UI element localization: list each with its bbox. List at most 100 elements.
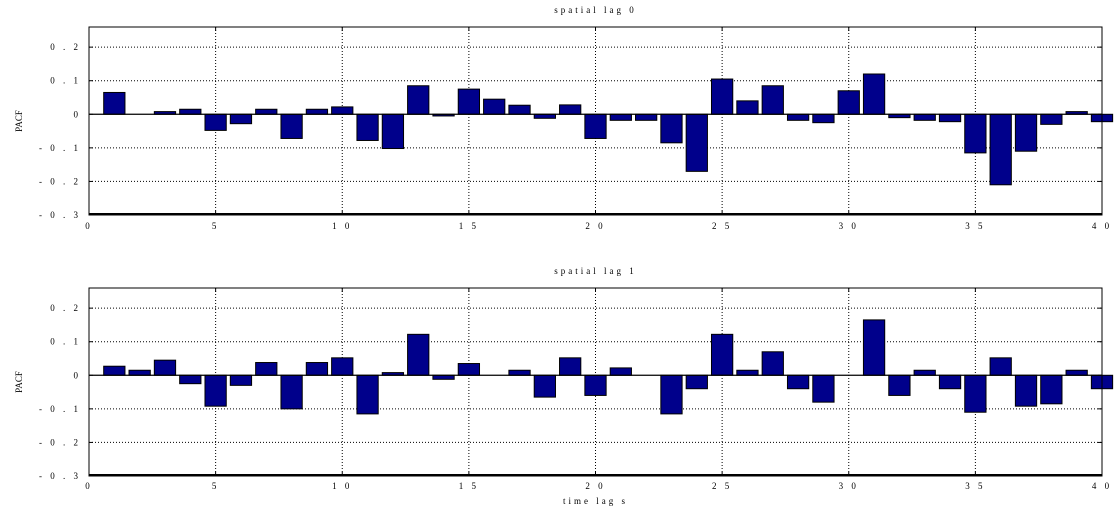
x-tick-label: 2 0 (585, 481, 605, 491)
pacf-bar (179, 374, 202, 385)
pacf-bar (938, 374, 962, 390)
x-tick-label: 3 5 (965, 221, 985, 231)
pacf-bar (280, 113, 303, 139)
y-tick-label: - 0 . 1 (39, 143, 81, 153)
pacf-bar (432, 374, 455, 380)
pacf-bar (153, 359, 177, 376)
x-tick-label: 4 0 (1092, 481, 1112, 491)
pacf-bar (103, 91, 126, 115)
pacf-bar (128, 369, 151, 376)
pacf-bar (710, 78, 734, 115)
x-tick-label: 3 0 (839, 221, 859, 231)
y-tick-label: - 0 . 3 (39, 471, 81, 481)
y-tick-label: 0 (74, 109, 82, 119)
pacf-bar (837, 90, 860, 115)
pacf-bar (407, 333, 430, 376)
pacf-bar (483, 98, 506, 115)
pacf-bar (1065, 369, 1088, 376)
pacf-bar (204, 374, 227, 407)
pacf-bar (305, 108, 329, 115)
pacf-bar (786, 113, 810, 121)
pacf-bar (229, 374, 253, 386)
pacf-bar (964, 374, 987, 413)
y-tick-label: - 0 . 3 (39, 210, 81, 220)
y-tick-label: - 0 . 2 (39, 437, 81, 447)
pacf-bar (103, 365, 126, 376)
x-tick-label: 2 5 (712, 481, 732, 491)
y-tick-label: 0 . 2 (50, 303, 81, 313)
x-tick-label: 1 5 (459, 481, 479, 491)
panel-title: spatial lag 0 (554, 5, 637, 15)
pacf-bar (660, 374, 683, 415)
pacf-bar (559, 357, 582, 376)
pacf-bar (533, 113, 556, 119)
pacf-bar (305, 362, 329, 376)
pacf-bar (381, 113, 405, 150)
x-tick-label: 4 0 (1092, 221, 1112, 231)
x-tick-label: 2 5 (712, 221, 732, 231)
x-tick-label: 1 0 (332, 221, 352, 231)
y-tick-label: - 0 . 2 (39, 176, 81, 186)
y-tick-label: 0 . 1 (50, 337, 81, 347)
x-tick-label: 1 5 (459, 221, 479, 231)
pacf-bar (508, 104, 531, 115)
pacf-bar (609, 113, 632, 121)
pacf-bar (508, 369, 531, 376)
x-tick-label: 5 (212, 221, 220, 231)
panel-title: spatial lag 1 (554, 266, 637, 276)
pacf-bar (710, 333, 734, 376)
x-tick-label: 3 0 (839, 481, 859, 491)
pacf-bar (913, 113, 936, 121)
x-tick-label: 1 0 (332, 481, 352, 491)
pacf-bar (862, 319, 886, 376)
pacf-bar (685, 374, 708, 390)
pacf-bar (786, 374, 810, 390)
pacf-bar (888, 374, 911, 396)
x-axis-label: time lag s (563, 496, 628, 506)
pacf-bar (1040, 113, 1063, 125)
pacf-bar (660, 113, 683, 144)
pacf-bar (559, 104, 582, 115)
pacf-bar (913, 369, 936, 376)
pacf-bar (356, 374, 379, 415)
pacf-bar (938, 113, 962, 123)
x-tick-label: 0 (85, 221, 93, 231)
pacf-bar (255, 362, 278, 376)
x-tick-label: 3 5 (965, 481, 985, 491)
y-axis-label: PACF (14, 371, 24, 393)
pacf-bar (1014, 374, 1038, 407)
y-tick-label: 0 . 2 (50, 42, 81, 52)
x-tick-label: 2 0 (585, 221, 605, 231)
pacf-bar (761, 351, 784, 376)
y-tick-label: 0 (74, 370, 82, 380)
pacf-bar (407, 85, 430, 115)
pacf-bar (1014, 113, 1038, 152)
pacf-bar (685, 113, 708, 172)
x-tick-label: 5 (212, 481, 220, 491)
pacf-bar (1040, 374, 1063, 405)
pacf-bar (229, 113, 253, 125)
pacf-bar (989, 357, 1012, 376)
pacf-bar (533, 374, 556, 398)
pacf-bar (280, 374, 303, 410)
y-axis-label: PACF (14, 110, 24, 132)
pacf-bar (635, 113, 658, 121)
pacf-bar (812, 113, 835, 124)
y-tick-label: 0 . 1 (50, 76, 81, 86)
pacf-bar (761, 85, 784, 115)
pacf-bar (736, 100, 759, 115)
pacf-bar (204, 113, 227, 131)
pacf-bar (736, 369, 759, 376)
pacf-bar (862, 73, 886, 115)
y-tick-label: - 0 . 1 (39, 404, 81, 414)
pacf-bar (812, 374, 835, 403)
pacf-bar (964, 113, 987, 154)
pacf-bar (989, 113, 1012, 186)
pacf-bar (331, 106, 354, 115)
pacf-bar (609, 367, 632, 376)
pacf-bar (179, 108, 202, 115)
pacf-bar (356, 113, 379, 141)
x-tick-label: 0 (85, 481, 93, 491)
